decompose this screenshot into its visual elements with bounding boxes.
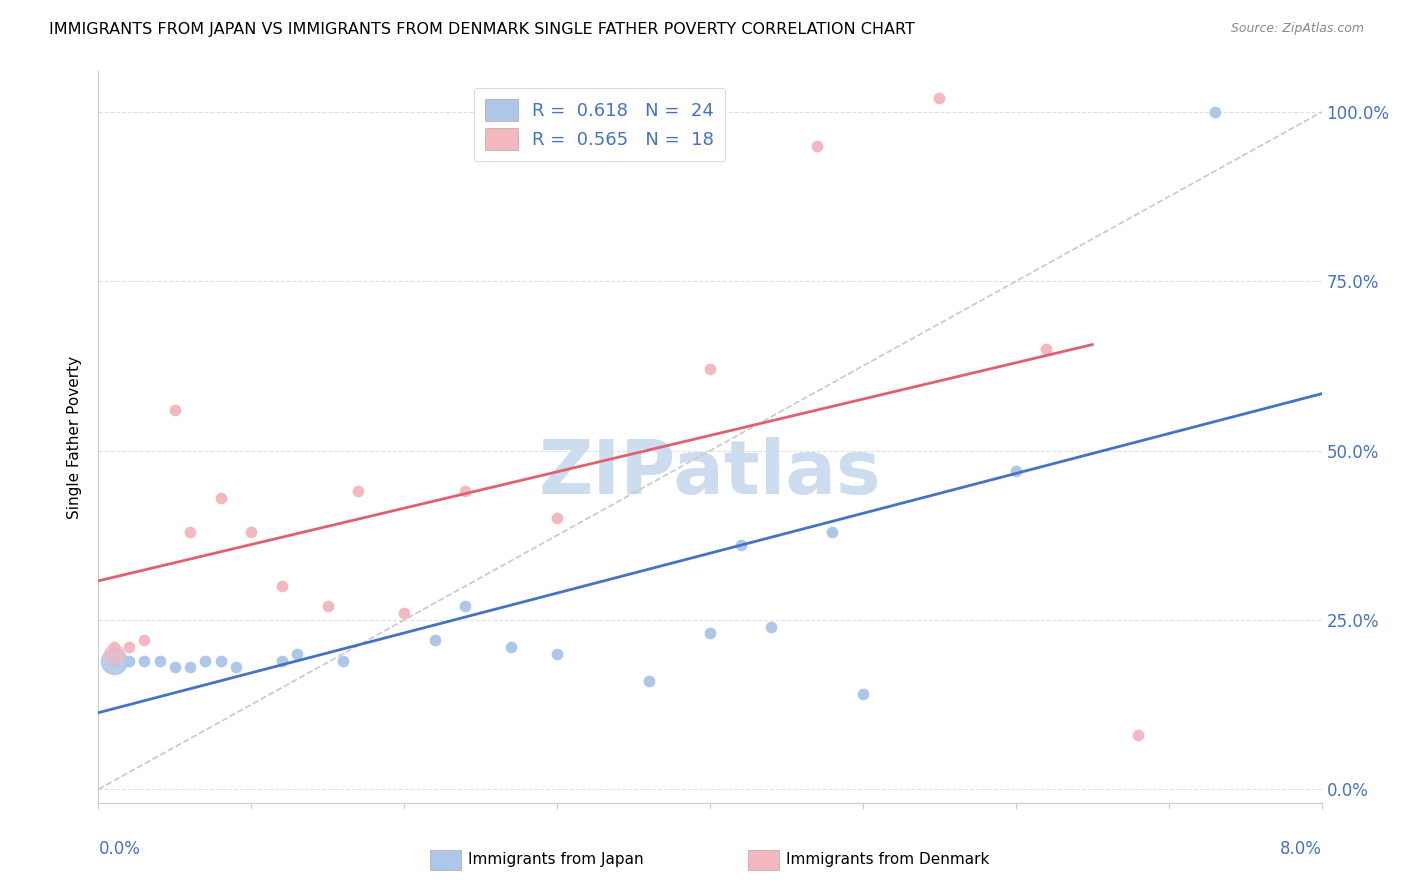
Point xyxy=(240,524,263,539)
Point xyxy=(149,654,172,668)
Point xyxy=(194,654,217,668)
Point xyxy=(270,579,294,593)
Text: ZIPatlas: ZIPatlas xyxy=(538,437,882,510)
Point xyxy=(454,599,477,614)
Point xyxy=(103,647,125,661)
Point xyxy=(637,673,661,688)
Point xyxy=(179,660,201,674)
Point xyxy=(699,626,721,640)
Y-axis label: Single Father Poverty: Single Father Poverty xyxy=(67,356,83,518)
Point xyxy=(546,511,568,525)
Point xyxy=(179,524,201,539)
Point xyxy=(118,654,141,668)
Text: Source: ZipAtlas.com: Source: ZipAtlas.com xyxy=(1230,22,1364,36)
Point xyxy=(1035,342,1057,356)
Point xyxy=(501,640,523,654)
Point xyxy=(103,654,125,668)
Point xyxy=(699,362,721,376)
Point xyxy=(209,491,232,505)
Point xyxy=(1004,464,1026,478)
Point xyxy=(423,633,446,648)
Point xyxy=(163,403,186,417)
Point xyxy=(546,647,568,661)
Point xyxy=(103,640,125,654)
Point xyxy=(1204,105,1226,120)
Point xyxy=(209,654,232,668)
Point xyxy=(454,484,477,499)
Text: 0.0%: 0.0% xyxy=(98,840,141,858)
Point xyxy=(821,524,844,539)
Point xyxy=(392,606,416,620)
Point xyxy=(730,538,752,552)
Point xyxy=(759,620,782,634)
Text: Immigrants from Japan: Immigrants from Japan xyxy=(468,853,644,867)
Point xyxy=(225,660,247,674)
Point xyxy=(852,688,875,702)
Point xyxy=(118,640,141,654)
Point xyxy=(285,647,308,661)
Point xyxy=(134,654,156,668)
Point xyxy=(1128,728,1150,742)
Point xyxy=(928,91,950,105)
Text: IMMIGRANTS FROM JAPAN VS IMMIGRANTS FROM DENMARK SINGLE FATHER POVERTY CORRELATI: IMMIGRANTS FROM JAPAN VS IMMIGRANTS FROM… xyxy=(49,22,915,37)
Point xyxy=(270,654,294,668)
Point xyxy=(163,660,186,674)
Text: Immigrants from Denmark: Immigrants from Denmark xyxy=(786,853,990,867)
Point xyxy=(347,484,370,499)
Point xyxy=(103,654,125,668)
Point xyxy=(806,139,828,153)
Legend: R =  0.618   N =  24, R =  0.565   N =  18: R = 0.618 N = 24, R = 0.565 N = 18 xyxy=(474,87,725,161)
Point xyxy=(332,654,354,668)
Text: 8.0%: 8.0% xyxy=(1279,840,1322,858)
Point xyxy=(316,599,339,614)
Point xyxy=(134,633,156,648)
